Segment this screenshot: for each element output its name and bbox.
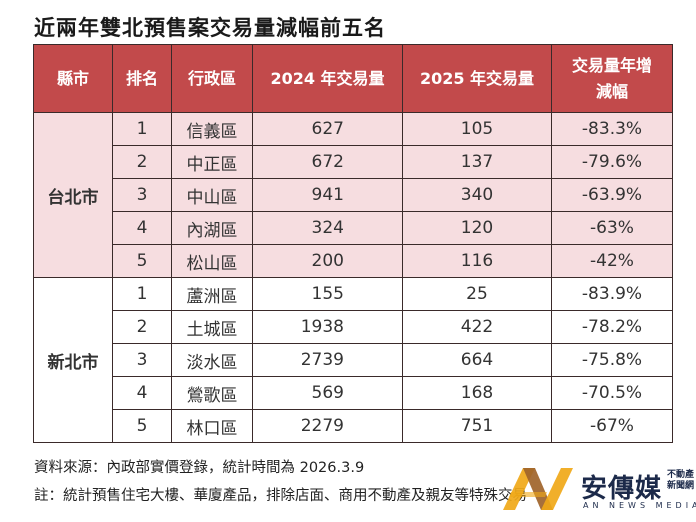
change-cell: -63% [551, 211, 673, 245]
district-cell: 中山區 [171, 178, 253, 212]
district-cell: 淡水區 [171, 343, 253, 377]
source-note: 資料來源：內政部實價登錄，統計時間為 2026.3.9 [34, 460, 365, 476]
header-2025-volume: 2025 年交易量 [402, 44, 552, 113]
rank-cell: 3 [112, 343, 172, 377]
volume-2024-cell: 200 [252, 244, 403, 278]
rank-cell: 5 [112, 409, 172, 443]
district-cell: 信義區 [171, 112, 253, 146]
an-logo-mark-icon [503, 468, 573, 510]
header-district: 行政區 [171, 44, 253, 113]
header-yoy-change: 交易量年增 減幅 [551, 44, 673, 113]
volume-2025-cell: 25 [402, 277, 552, 311]
volume-2024-cell: 155 [252, 277, 403, 311]
header-rank: 排名 [112, 44, 172, 113]
volume-2024-cell: 2739 [252, 343, 403, 377]
an-news-media-logo: 安傳媒 不動產 新聞網 AN NEWS MEDIA [503, 466, 696, 514]
change-cell: -79.6% [551, 145, 673, 179]
rank-cell: 1 [112, 112, 172, 146]
change-cell: -42% [551, 244, 673, 278]
district-cell: 蘆洲區 [171, 277, 253, 311]
change-cell: -83.9% [551, 277, 673, 311]
table-row: 2 土城區 1938 422 -78.2% [34, 310, 673, 344]
rank-cell: 4 [112, 376, 172, 410]
volume-2024-cell: 941 [252, 178, 403, 212]
rank-cell: 1 [112, 277, 172, 311]
volume-2024-cell: 672 [252, 145, 403, 179]
change-cell: -75.8% [551, 343, 673, 377]
volume-2025-cell: 751 [402, 409, 552, 443]
table-header-row: 縣市 排名 行政區 2024 年交易量 2025 年交易量 交易量年增 減幅 [33, 44, 673, 113]
table-row: 4 內湖區 324 120 -63% [34, 211, 673, 245]
district-cell: 土城區 [171, 310, 253, 344]
table-row: 新北市 1 蘆洲區 155 25 -83.9% [33, 277, 673, 443]
volume-2025-cell: 120 [402, 211, 552, 245]
change-cell: -78.2% [551, 310, 673, 344]
volume-2025-cell: 340 [402, 178, 552, 212]
logo-sub-line1: 不動產 [667, 470, 695, 480]
change-cell: -63.9% [551, 178, 673, 212]
change-cell: -83.3% [551, 112, 673, 146]
page-title: 近兩年雙北預售案交易量減幅前五名 [34, 16, 386, 40]
volume-2025-cell: 116 [402, 244, 552, 278]
change-cell: -70.5% [551, 376, 673, 410]
district-cell: 林口區 [171, 409, 253, 443]
rank-cell: 5 [112, 244, 172, 278]
logo-sub-line2: 新聞網 [667, 481, 695, 491]
volume-2025-cell: 137 [402, 145, 552, 179]
logo-english-text: AN NEWS MEDIA [583, 501, 696, 510]
volume-2025-cell: 168 [402, 376, 552, 410]
change-cell: -67% [551, 409, 673, 443]
volume-2024-cell: 1938 [252, 310, 403, 344]
table-row: 5 松山區 200 116 -42% [34, 244, 673, 278]
city-cell-new-taipei: 新北市 [33, 277, 113, 443]
rank-cell: 4 [112, 211, 172, 245]
logo-brand-text: 安傳媒 [581, 474, 663, 504]
volume-2025-cell: 105 [402, 112, 552, 146]
logo-brand-subtitle: 不動產 新聞網 [667, 470, 695, 492]
volume-2025-cell: 422 [402, 310, 552, 344]
rank-cell: 2 [112, 145, 172, 179]
volume-2024-cell: 569 [252, 376, 403, 410]
city-cell-taipei: 台北市 [33, 112, 113, 278]
footnote: 註：統計預售住宅大樓、華廈產品，排除店面、商用不動產及親友等特殊交易 [34, 488, 527, 504]
rank-cell: 3 [112, 178, 172, 212]
district-cell: 中正區 [171, 145, 253, 179]
table-row: 台北市 1 信義區 627 105 -83.3% [33, 112, 673, 278]
header-yoy-change-line2: 減幅 [595, 81, 628, 101]
rank-cell: 2 [112, 310, 172, 344]
table-row: 3 中山區 941 340 -63.9% [34, 178, 673, 212]
district-cell: 鶯歌區 [171, 376, 253, 410]
district-cell: 松山區 [171, 244, 253, 278]
volume-2024-cell: 324 [252, 211, 403, 245]
volume-2024-cell: 627 [252, 112, 403, 146]
transaction-decline-table: 縣市 排名 行政區 2024 年交易量 2025 年交易量 交易量年增 減幅 台… [33, 44, 673, 443]
volume-2024-cell: 2279 [252, 409, 403, 443]
header-city: 縣市 [33, 44, 113, 113]
table-row: 3 淡水區 2739 664 -75.8% [34, 343, 673, 377]
header-2024-volume: 2024 年交易量 [252, 44, 403, 113]
table-row: 5 林口區 2279 751 -67% [34, 409, 673, 443]
volume-2025-cell: 664 [402, 343, 552, 377]
table-row: 4 鶯歌區 569 168 -70.5% [34, 376, 673, 410]
header-yoy-change-line1: 交易量年增 [571, 55, 652, 75]
table-row: 2 中正區 672 137 -79.6% [34, 145, 673, 179]
district-cell: 內湖區 [171, 211, 253, 245]
